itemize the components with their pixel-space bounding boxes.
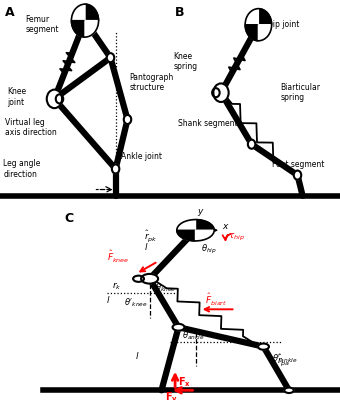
- Circle shape: [71, 4, 99, 37]
- Wedge shape: [177, 230, 196, 241]
- Circle shape: [133, 276, 144, 282]
- Circle shape: [284, 388, 294, 393]
- Text: Femur
segment: Femur segment: [26, 15, 59, 34]
- Text: $r_k$: $r_k$: [112, 280, 122, 292]
- Wedge shape: [195, 230, 214, 241]
- Circle shape: [214, 84, 228, 102]
- Circle shape: [56, 94, 63, 104]
- Wedge shape: [85, 4, 99, 20]
- Circle shape: [245, 9, 272, 41]
- Text: $\hat{F}_{biart}$: $\hat{F}_{biart}$: [205, 292, 227, 308]
- Wedge shape: [195, 220, 214, 230]
- Text: $\mathbf{F_y}$: $\mathbf{F_y}$: [165, 390, 178, 400]
- Text: l: l: [144, 243, 147, 252]
- Circle shape: [141, 274, 158, 284]
- Text: Knee
joint: Knee joint: [7, 87, 26, 106]
- Text: C: C: [65, 212, 74, 225]
- Text: x: x: [223, 222, 228, 231]
- Text: l: l: [136, 352, 138, 361]
- Text: $\hat{r}_{pk}$: $\hat{r}_{pk}$: [144, 229, 158, 244]
- Text: Shank segment: Shank segment: [178, 119, 238, 128]
- Text: $\hat{F}_{knee}$: $\hat{F}_{knee}$: [107, 249, 130, 265]
- Circle shape: [107, 53, 114, 62]
- Text: Virtual leg
axis direction: Virtual leg axis direction: [5, 118, 57, 138]
- Circle shape: [173, 324, 184, 331]
- Wedge shape: [71, 20, 85, 37]
- Wedge shape: [258, 25, 272, 41]
- Text: Hip joint: Hip joint: [267, 20, 299, 29]
- Circle shape: [258, 344, 269, 350]
- Circle shape: [124, 115, 131, 124]
- Text: $\mathbf{F_x}$: $\mathbf{F_x}$: [178, 376, 191, 389]
- Text: A: A: [5, 6, 15, 19]
- Text: $\theta_{knee}$: $\theta_{knee}$: [155, 281, 176, 294]
- Text: Knee
spring: Knee spring: [173, 52, 198, 72]
- Circle shape: [294, 170, 301, 180]
- Text: $\tau_{hip}$: $\tau_{hip}$: [228, 232, 245, 242]
- Wedge shape: [71, 4, 85, 20]
- Text: B: B: [175, 6, 185, 19]
- Wedge shape: [177, 220, 196, 230]
- Text: Biarticular
spring: Biarticular spring: [280, 83, 321, 102]
- Wedge shape: [85, 20, 99, 37]
- Text: $\theta_{ankle}$: $\theta_{ankle}$: [182, 330, 205, 342]
- Text: $\theta'_{ankle}$: $\theta'_{ankle}$: [272, 352, 298, 365]
- Circle shape: [47, 90, 62, 108]
- Circle shape: [177, 220, 214, 241]
- Text: Foot segment: Foot segment: [272, 160, 324, 169]
- Text: l: l: [107, 296, 109, 305]
- Text: y: y: [197, 207, 203, 216]
- Text: Ankle joint: Ankle joint: [121, 152, 162, 161]
- Circle shape: [212, 88, 220, 97]
- Text: $\hat{r}_{pa}$: $\hat{r}_{pa}$: [277, 352, 290, 368]
- Wedge shape: [245, 9, 258, 25]
- Circle shape: [112, 164, 119, 174]
- Text: $\theta_{hip}$: $\theta_{hip}$: [201, 243, 217, 256]
- Wedge shape: [258, 9, 272, 25]
- Text: Leg angle
direction: Leg angle direction: [3, 159, 41, 179]
- Text: Pantograph
structure: Pantograph structure: [129, 73, 173, 92]
- Text: $\theta'_{knee}$: $\theta'_{knee}$: [124, 297, 148, 310]
- Wedge shape: [245, 25, 258, 41]
- Circle shape: [248, 140, 255, 149]
